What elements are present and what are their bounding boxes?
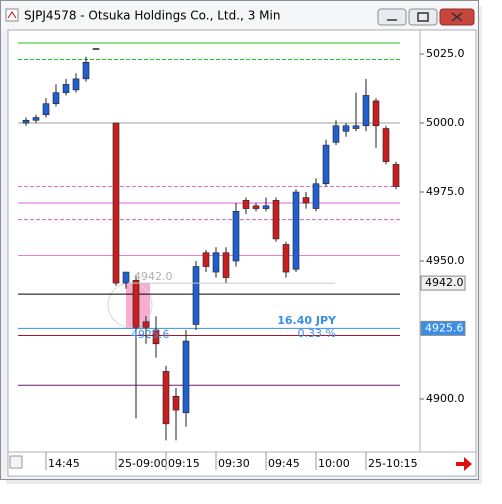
candle-body <box>162 371 170 425</box>
chart-area <box>7 29 477 477</box>
x-tick-label: 10:00 <box>318 457 350 470</box>
candle-body <box>132 280 140 328</box>
candle-body <box>392 164 400 187</box>
candle-body <box>272 199 280 240</box>
price-tag <box>420 275 466 291</box>
y-tick-label: 4900.0 <box>426 392 465 405</box>
candle-body <box>22 119 30 124</box>
y-tick-label: 4975.0 <box>426 185 465 198</box>
scroll-right-arrow[interactable] <box>456 457 472 471</box>
x-tick-label: 09:30 <box>218 457 250 470</box>
app-icon-glyph <box>7 11 17 19</box>
window-button-glyphs <box>387 12 463 22</box>
minimize-button[interactable] <box>377 8 407 26</box>
candle-body <box>312 183 320 209</box>
candle-body <box>52 92 60 104</box>
price-tag-label: 4942.0 <box>425 276 464 289</box>
app-icon <box>5 8 19 22</box>
candle-body <box>372 100 380 127</box>
candle-body <box>352 125 360 129</box>
candle-body <box>382 128 390 162</box>
candle-body <box>152 329 160 345</box>
candle-body <box>222 252 230 278</box>
candle-body <box>172 395 180 411</box>
candle-body <box>302 197 310 204</box>
candle-body <box>42 103 50 116</box>
x-tick-label: 14:45 <box>48 457 80 470</box>
candle-body <box>212 252 220 273</box>
candle-body <box>262 205 270 209</box>
y-tick-label: 5000.0 <box>426 116 465 129</box>
y-tick-label: 4950.0 <box>426 254 465 267</box>
annotation: 4925.6 <box>131 328 170 341</box>
x-tick-label: 09:45 <box>268 457 300 470</box>
candle-body <box>32 117 40 121</box>
annotation: 16.40 JPY <box>277 314 337 327</box>
x-tick-label: 25-09:00 <box>118 457 168 470</box>
candle-body <box>202 252 210 267</box>
candle-body <box>62 84 70 93</box>
candle-body <box>282 244 290 273</box>
candle-body <box>292 191 300 270</box>
candle-body <box>332 125 340 143</box>
candle-body <box>232 211 240 262</box>
window-title: SJPJ4578 - Otsuka Holdings Co., Ltd., 3 … <box>24 9 280 23</box>
candle-body <box>252 205 260 209</box>
scroll-button[interactable] <box>9 455 23 469</box>
maximize-button[interactable] <box>408 8 438 26</box>
candle-body <box>322 144 330 185</box>
candle-body <box>142 321 150 328</box>
candle-body <box>362 95 370 127</box>
price-tag-label: 4925.6 <box>425 321 464 334</box>
candle-body <box>82 61 90 80</box>
annotation: 4942.0 <box>134 270 173 283</box>
candle-body <box>242 199 250 209</box>
candle-body <box>182 340 190 414</box>
x-tick-label: 09:15 <box>168 457 200 470</box>
candle-body <box>112 122 120 284</box>
candle-body <box>192 266 200 325</box>
candle-body <box>342 125 350 132</box>
candle-body <box>92 48 100 50</box>
y-tick-label: 5025.0 <box>426 47 465 60</box>
candle-body <box>72 78 80 91</box>
annotation: 0.33 % <box>298 327 336 340</box>
candle-body <box>122 271 130 284</box>
price-tag <box>420 320 466 336</box>
x-tick-label: 25-10:15 <box>368 457 418 470</box>
